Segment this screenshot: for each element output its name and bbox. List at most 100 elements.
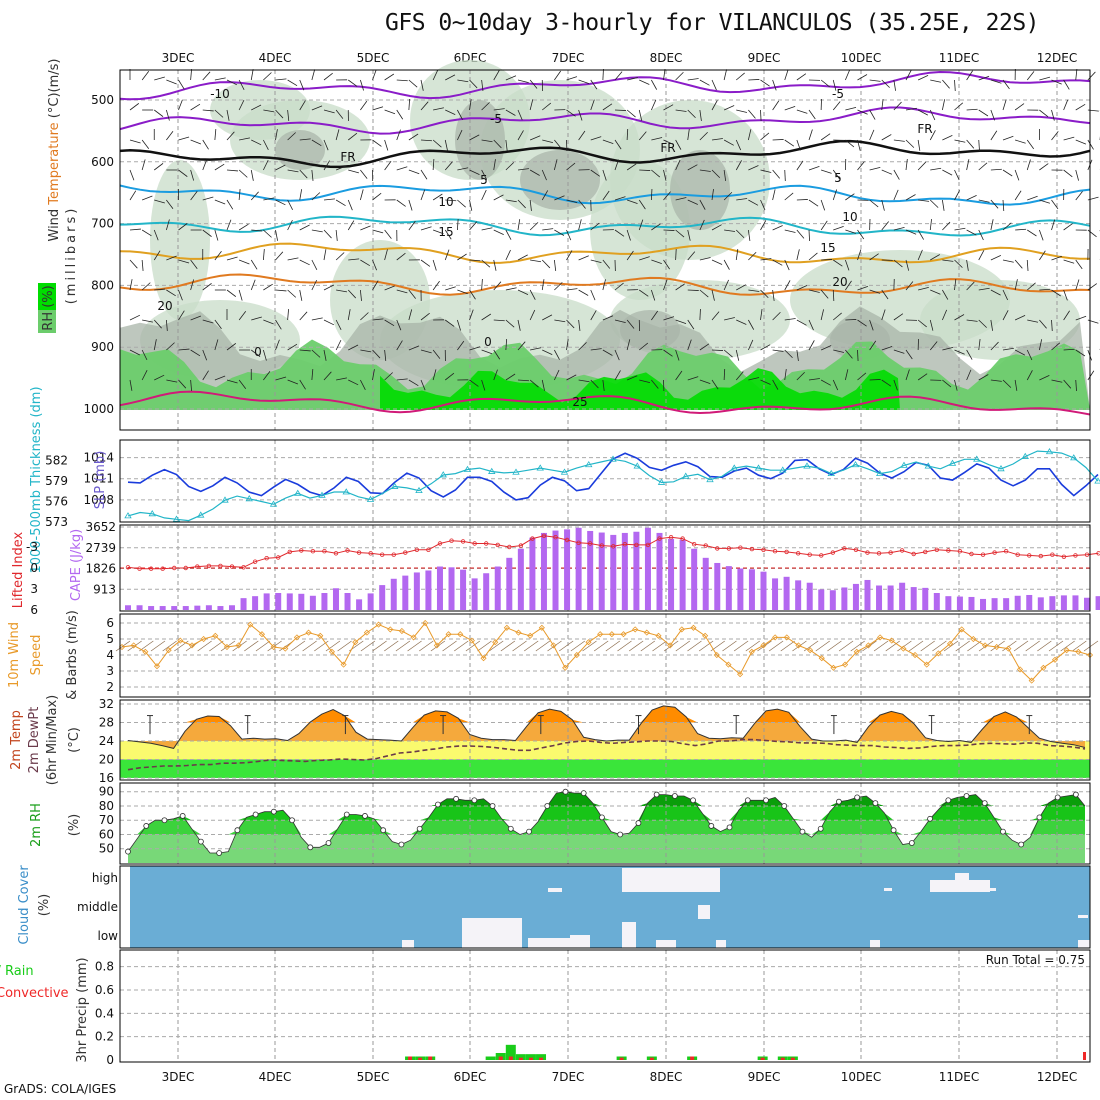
- rh-marker: [799, 828, 806, 835]
- wind-barb: [760, 132, 770, 141]
- wind-barb: [1026, 259, 1029, 272]
- wind-marker: [223, 643, 231, 651]
- wind-barb: [469, 221, 478, 231]
- wind-barb: [663, 139, 674, 145]
- wind-barb: [287, 379, 299, 385]
- wind-barb: [582, 640, 597, 652]
- wind-barb: [954, 139, 966, 143]
- lifted-marker: [264, 556, 269, 561]
- rh-tick: 50: [99, 842, 114, 856]
- wind-barb: [602, 103, 613, 111]
- rh-marker: [234, 827, 241, 834]
- day-label: 5DEC: [357, 51, 390, 65]
- wind-barb: [905, 229, 917, 235]
- wind-marker: [993, 643, 1000, 651]
- wind-marker: [188, 642, 196, 649]
- cape-bar: [240, 598, 247, 610]
- cloud-patch: [716, 940, 726, 948]
- lifted-marker: [137, 566, 142, 571]
- rh-marker: [908, 840, 915, 846]
- wind-barb: [1014, 103, 1025, 111]
- wind-barb: [347, 289, 357, 299]
- wind-barb: [1014, 279, 1018, 291]
- temp-band-yellow: [120, 741, 1090, 760]
- wind-barb: [529, 289, 536, 300]
- cape-bar: [321, 593, 328, 610]
- lifted-marker: [345, 548, 350, 553]
- rh-marker: [690, 797, 696, 804]
- wind-barb: [263, 319, 274, 325]
- wind-barb: [651, 169, 661, 178]
- wind-barb: [881, 309, 886, 321]
- wind-barb: [457, 289, 468, 295]
- wind-barb: [881, 221, 889, 231]
- wind-barb: [1026, 282, 1036, 291]
- wind-barb: [711, 259, 723, 265]
- thickness-marker: [415, 486, 423, 494]
- wind-barb: [275, 339, 280, 351]
- wind-barb: [663, 69, 666, 81]
- wind-barb: [372, 106, 384, 111]
- wind-barb: [699, 79, 710, 86]
- temp-tick: 32: [99, 697, 114, 711]
- rh-ylabel: RH (%): [41, 285, 56, 330]
- wind-barb: [930, 167, 942, 171]
- wind-barb: [396, 166, 408, 171]
- wind-barb: [638, 219, 644, 231]
- rh-unit-ylabel: (%): [67, 814, 82, 837]
- wind-barb: [469, 169, 480, 176]
- wind-barb: [529, 99, 534, 111]
- wind-barb: [517, 289, 529, 296]
- wind-barb: [1026, 370, 1033, 381]
- lifted-marker: [125, 565, 131, 570]
- cape-bar: [621, 532, 628, 610]
- temp-unit-ylabel: (6hr Min/Max): [45, 695, 60, 785]
- wind-barb: [699, 257, 711, 261]
- wind-barb: [226, 131, 235, 141]
- wind-barb: [663, 316, 675, 321]
- wind-marker: [725, 661, 732, 668]
- wind-barb: [190, 103, 201, 111]
- precip-tick: 0.4: [95, 1006, 114, 1020]
- wind-barb: [372, 280, 379, 291]
- cape-bar: [714, 562, 721, 610]
- cape-bar: [644, 527, 651, 610]
- cloud-patch: [884, 888, 892, 891]
- wind-barb: [360, 379, 366, 390]
- wind-barb: [663, 104, 674, 111]
- wind-barb: [129, 279, 133, 291]
- wind-barb: [493, 349, 501, 360]
- wind-marker: [585, 639, 592, 646]
- wind-barb: [844, 369, 849, 381]
- wind-marker: [655, 632, 662, 639]
- rh-marker: [1072, 791, 1079, 798]
- thickness-marker: [269, 500, 278, 507]
- wind-marker: [608, 631, 615, 638]
- wind-barb: [202, 349, 208, 361]
- wind-barb: [493, 159, 496, 171]
- wind-barb: [768, 640, 784, 652]
- cape-bar: [205, 605, 212, 610]
- wind-barb: [165, 109, 170, 121]
- wind-barb: [590, 79, 598, 90]
- wind-barb: [978, 199, 990, 203]
- rh-marker: [526, 828, 532, 835]
- wind-barb: [384, 285, 395, 291]
- wind-barb: [347, 220, 355, 231]
- wind-barb: [905, 259, 910, 271]
- wind-barb: [481, 139, 493, 143]
- wind-barb: [178, 289, 183, 301]
- wind-marker: [200, 635, 207, 643]
- wind-barb: [820, 199, 826, 211]
- lifted-marker: [379, 552, 385, 557]
- lifted-marker: [241, 565, 246, 570]
- wind-barb: [760, 199, 766, 211]
- wind-barb: [942, 309, 948, 321]
- wind-barb: [166, 342, 175, 351]
- wind-barb: [760, 258, 772, 261]
- rh-marker: [927, 815, 933, 822]
- wind-barb: [190, 315, 202, 321]
- wind-barb: [780, 640, 795, 652]
- rh-marker: [963, 793, 970, 799]
- wind-barb: [481, 379, 486, 391]
